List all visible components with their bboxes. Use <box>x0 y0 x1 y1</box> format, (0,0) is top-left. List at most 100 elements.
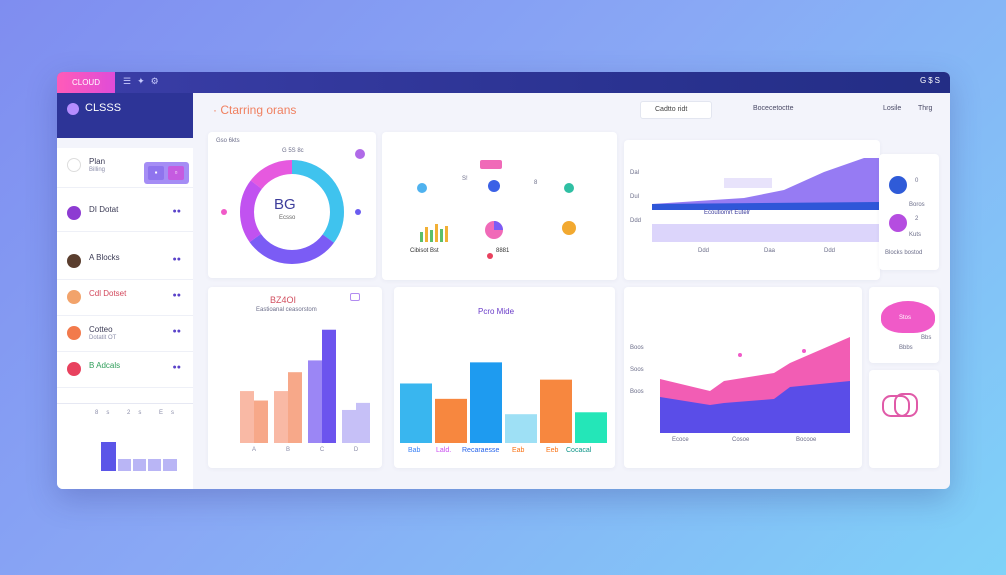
donut-chart <box>221 149 365 264</box>
dashboard-window: CLOUD ☰✦⚙ G$S CLSSS Plan Billing ▪ ▫ DI … <box>57 72 950 489</box>
mini-bar <box>101 442 116 471</box>
bar-chart-bar <box>288 372 302 443</box>
more-icon[interactable]: ●● <box>172 256 181 263</box>
sidebar-item-plan[interactable]: Plan Billing ▪ ▫ <box>57 148 193 188</box>
pink-stat-card: Stos Bbbs Bbs <box>869 287 939 363</box>
donut-dot <box>355 209 361 215</box>
star-icon[interactable]: ✦ <box>137 76 151 86</box>
page-header: · Ctarring orans Cadtto ridt Bocecetoctt… <box>193 93 950 126</box>
stat-label: Blocks bostod <box>885 250 923 256</box>
metric-badge <box>480 160 502 169</box>
sidebar-item-sub: Billing <box>89 167 106 173</box>
stat-label: Boros <box>909 202 925 208</box>
grid-icon[interactable]: ▪ <box>148 166 164 180</box>
sidebar-item-cotteo[interactable]: Cotteo Dotatit OT ●● <box>57 316 193 352</box>
metric-label: S! <box>462 176 468 182</box>
nav-link[interactable]: Losile <box>883 105 902 112</box>
mini-bar <box>118 459 131 471</box>
sidebar-item-adcals[interactable]: B Adcals ●● <box>57 352 193 388</box>
x-tick-label: C <box>319 447 325 453</box>
sidebar-item-label: Cdl Dotset <box>89 289 127 298</box>
user-icon <box>67 206 81 220</box>
link-icon <box>882 393 918 417</box>
stacked-area-chart <box>660 337 850 433</box>
metric-bar <box>420 232 423 242</box>
sidebar-item-dotset[interactable]: Cdl Dotset ●● <box>57 280 193 316</box>
sidebar-item-label: Plan <box>89 157 106 166</box>
bar-chart-bar <box>342 409 356 443</box>
more-icon[interactable]: ●● <box>172 208 181 215</box>
legend-item: Bab <box>408 447 421 454</box>
bar-chart-bar <box>308 360 322 443</box>
app-name: CLSSS <box>85 102 122 114</box>
expand-icon[interactable] <box>350 293 360 301</box>
y-tick-label: Soos <box>630 367 644 373</box>
more-icon[interactable]: ●● <box>172 364 181 371</box>
topbar-right[interactable]: G$S <box>919 76 942 85</box>
link-shape <box>882 395 910 417</box>
sidebar-mini-chart: 8s 2s Es <box>57 403 193 489</box>
scatter-point <box>738 353 742 357</box>
mini-bar <box>148 459 161 471</box>
color-bar <box>400 383 432 443</box>
brand-tab[interactable]: CLOUD <box>57 72 115 93</box>
view-toggle[interactable]: ▪ ▫ <box>144 162 189 184</box>
metric-bar <box>445 226 448 242</box>
metric-bar <box>435 224 438 242</box>
sidebar-item-label: B Adcals <box>89 361 121 370</box>
page-title-text: Ctarring orans <box>220 103 297 117</box>
list-icon[interactable]: ▫ <box>168 166 184 180</box>
mini-bar <box>133 459 146 471</box>
legend-item: Cocacal <box>566 447 592 454</box>
color-bar <box>575 412 607 443</box>
metric-bar <box>440 229 443 242</box>
bar-chart-bar <box>356 402 370 443</box>
color-bar-chart <box>400 362 607 443</box>
x-tick-label: B <box>285 447 290 453</box>
donut-slice <box>240 160 344 264</box>
nav-link[interactable]: Bocecetoctte <box>753 105 794 112</box>
sidebar-item-dotat[interactable]: DI Dotat ●● <box>57 196 193 232</box>
x-tick-label: D <box>353 447 359 453</box>
menu-icon[interactable]: ☰ <box>123 76 138 86</box>
nav-link[interactable]: Thrg <box>918 105 933 112</box>
footer-dot <box>487 253 493 259</box>
metrics-grid <box>417 160 576 259</box>
date-picker[interactable]: Cadtto ridt <box>640 101 712 119</box>
plan-icon <box>67 158 81 172</box>
x-tick-label: Bocooe <box>796 437 817 443</box>
y-tick-label: Dal <box>630 170 640 176</box>
metric-icon <box>562 221 576 235</box>
metric-bar <box>430 230 433 242</box>
stat-label: Kuts <box>909 232 922 238</box>
more-icon[interactable]: ●● <box>172 292 181 299</box>
stacked-area-card: Boos Soos Boos Ecoce Cosoe Bocooe <box>624 287 862 468</box>
area-chart <box>652 158 880 242</box>
pink-value: Bbbs <box>899 345 913 351</box>
chart-title: Pcro Mide <box>478 307 515 316</box>
stats-card: 0 Boros 2 Kuts Blocks bostod <box>879 154 939 270</box>
donut-center-value: BG <box>274 196 296 213</box>
bar-chart-bar <box>274 391 288 443</box>
metrics-footer-value: 8881 <box>496 248 510 254</box>
area-series-bottom <box>660 381 850 433</box>
sidebar-item-blocks[interactable]: A Blocks ●● <box>57 244 193 280</box>
x-tick-label: Cosoe <box>732 437 750 443</box>
settings-icon[interactable]: ⚙ <box>150 76 165 86</box>
metric-icon <box>417 183 427 193</box>
pink-label: Stos <box>899 315 912 321</box>
more-icon[interactable]: ●● <box>172 328 181 335</box>
area-band <box>724 178 772 188</box>
legend-item: Eeb <box>546 447 559 454</box>
donut-center-sub: Ecsso <box>279 215 296 221</box>
logo-icon <box>67 103 79 115</box>
sidebar-item-sub: Dotatit OT <box>89 335 117 341</box>
y-tick-label: Ddd <box>630 218 642 224</box>
donut-slice <box>240 160 344 264</box>
area-chart-card: Dal Dul Ddd Ecoutiomrt Eutelr Ddd Daa Dd… <box>624 140 880 280</box>
stat-icon <box>889 214 907 232</box>
pink-value-2: Bbs <box>921 335 932 341</box>
x-tick-label: Ecoce <box>672 437 689 443</box>
bar-chart-card: BZ4OI Eastioanal ceasorstom A B C D <box>208 287 382 468</box>
bar-chart-bar <box>322 329 336 443</box>
